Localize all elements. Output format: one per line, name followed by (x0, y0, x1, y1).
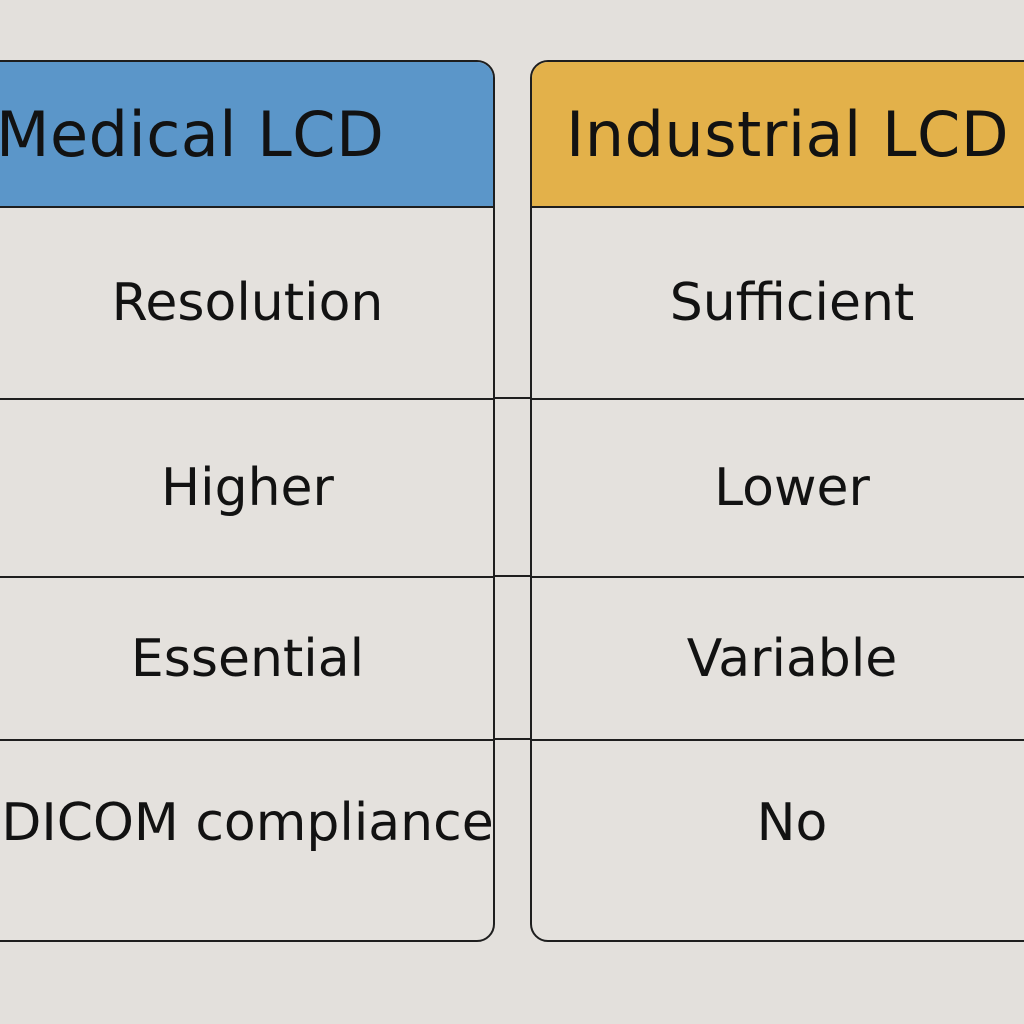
medical-row-3-label: Essential (130, 628, 365, 689)
medical-row-2-label: Higher (161, 458, 334, 518)
industrial-row-3-label: Variable (686, 628, 898, 689)
industrial-row-2: Lower (532, 400, 1024, 578)
row-connector-line (493, 397, 532, 399)
industrial-lcd-card: Industrial LCD Sufficient Lower Variable… (530, 60, 1024, 942)
medical-lcd-header: Medical LCD (0, 62, 493, 208)
industrial-row-1-label: Sufficient (669, 273, 915, 333)
medical-row-2: Higher (0, 400, 493, 578)
medical-lcd-card: Medical LCD Resolution Higher Essential … (0, 60, 495, 942)
medical-row-1: Resolution (0, 208, 493, 400)
medical-row-3: Essential (0, 578, 493, 741)
medical-row-4: DICOM compliance (0, 741, 493, 940)
industrial-lcd-header-label: Industrial LCD (566, 97, 1010, 171)
industrial-row-4-label: No (756, 793, 828, 853)
industrial-row-3: Variable (532, 578, 1024, 741)
industrial-lcd-header: Industrial LCD (532, 62, 1024, 208)
row-connector-line (493, 575, 532, 577)
medical-row-1-label: Resolution (111, 273, 384, 333)
industrial-row-1: Sufficient (532, 208, 1024, 400)
medical-row-4-label: DICOM compliance (1, 793, 494, 853)
medical-lcd-header-label: Medical LCD (0, 97, 385, 171)
industrial-row-4: No (532, 741, 1024, 940)
industrial-row-2-label: Lower (714, 458, 870, 518)
row-connector-line (493, 738, 532, 740)
